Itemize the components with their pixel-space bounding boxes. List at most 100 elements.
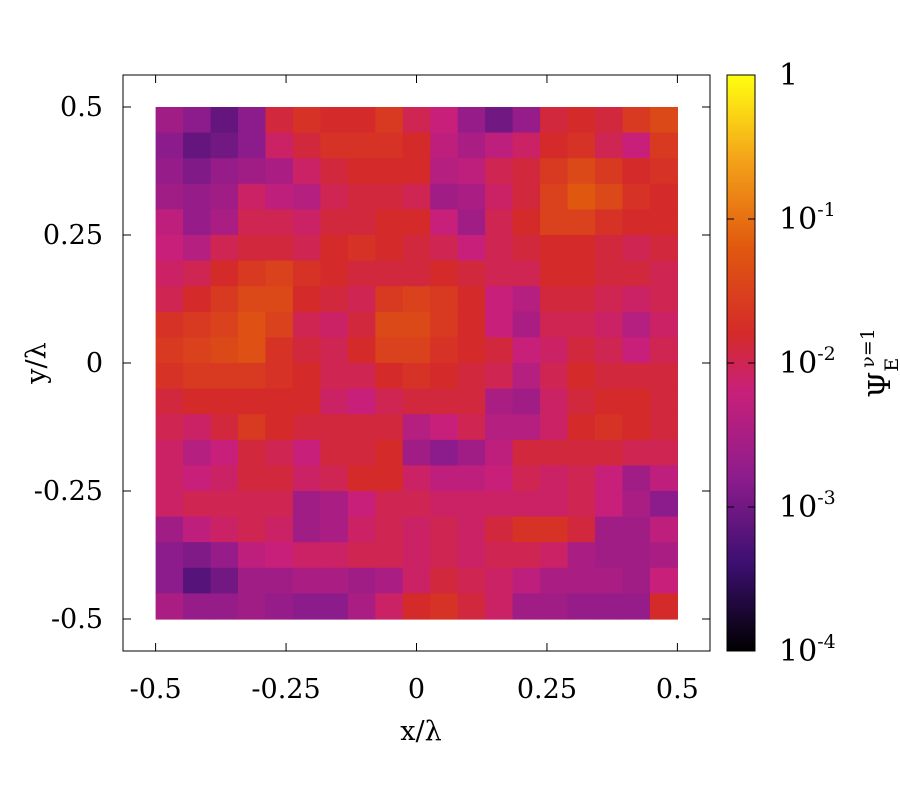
heatmap-cell [457, 516, 486, 543]
heatmap-cell [540, 567, 569, 594]
heatmap-cell [183, 439, 212, 466]
heatmap-cell [375, 388, 404, 415]
heatmap-cell [402, 183, 431, 210]
heatmap-cell [402, 593, 431, 620]
heatmap-cell [649, 132, 678, 159]
heatmap-cell [430, 132, 459, 159]
heatmap-cell [540, 260, 569, 287]
heatmap-cell [402, 439, 431, 466]
heatmap-cell [320, 516, 349, 543]
heatmap-cell [485, 414, 514, 441]
heatmap-cell [540, 465, 569, 492]
heatmap-cell [292, 414, 321, 441]
heatmap-cell [265, 337, 294, 364]
heatmap-cell [457, 311, 486, 338]
x-tick-label: 0.5 [656, 674, 699, 705]
heatmap-cell [292, 542, 321, 569]
heatmap-cell [622, 388, 651, 415]
colorbar-label: ΨEν=1 [857, 328, 900, 398]
heatmap-cell [540, 439, 569, 466]
heatmap-cell [238, 439, 267, 466]
heatmap-cell [375, 286, 404, 313]
heatmap-cell [183, 491, 212, 518]
heatmap-cell [457, 260, 486, 287]
colorbar-tick-label: 1 [779, 58, 798, 93]
heatmap-cell [430, 542, 459, 569]
heatmap-cell [183, 183, 212, 210]
heatmap-cell [292, 132, 321, 159]
heatmap-cell [567, 593, 596, 620]
heatmap-cell [210, 107, 239, 134]
heatmap-cell [292, 516, 321, 543]
heatmap-cell [512, 439, 541, 466]
heatmap-cell [155, 414, 184, 441]
heatmap-cell [402, 337, 431, 364]
heatmap-cell [292, 286, 321, 313]
heatmap-cell [320, 158, 349, 185]
heatmap-cell [595, 414, 624, 441]
heatmap-cell [375, 311, 404, 338]
heatmap-cell [649, 388, 678, 415]
heatmap-cell [155, 439, 184, 466]
heatmap-cell [402, 260, 431, 287]
heatmap-cell [622, 516, 651, 543]
heatmap-cell [238, 311, 267, 338]
heatmap-cell [457, 158, 486, 185]
heatmap-cell [430, 439, 459, 466]
heatmap-cell [347, 491, 376, 518]
heatmap-cell [320, 465, 349, 492]
heatmap-cell [567, 286, 596, 313]
heatmap-cell [375, 158, 404, 185]
heatmap-cell [430, 593, 459, 620]
heatmap-cell [457, 235, 486, 262]
heatmap-cell [567, 132, 596, 159]
heatmap-cell [375, 260, 404, 287]
heatmap-cell [430, 363, 459, 390]
heatmap-cell [238, 593, 267, 620]
heatmap-cell [595, 516, 624, 543]
heatmap-cell [265, 132, 294, 159]
heatmap-cell [155, 593, 184, 620]
heatmap-cell [210, 337, 239, 364]
heatmap-cell [622, 363, 651, 390]
heatmap-cell [320, 235, 349, 262]
heatmap-cell [238, 516, 267, 543]
heatmap-cell [347, 235, 376, 262]
heatmap-cell [210, 439, 239, 466]
heatmap-cell [265, 107, 294, 134]
heatmap-cell [155, 132, 184, 159]
heatmap-cell [485, 388, 514, 415]
heatmap-cell [402, 542, 431, 569]
heatmap-cell [540, 388, 569, 415]
heatmap-cell [265, 516, 294, 543]
heatmap-cell [649, 593, 678, 620]
heatmap-cell [457, 183, 486, 210]
heatmap-cell [512, 491, 541, 518]
colorbar-ticks: 1 10-1 10-2 10-3 10-4 [727, 58, 836, 669]
heatmap-cell [347, 158, 376, 185]
heatmap-cell [265, 491, 294, 518]
heatmap-cell [402, 209, 431, 236]
heatmap-cell [430, 465, 459, 492]
y-tick-label: 0.5 [60, 92, 103, 123]
heatmap-cell [540, 593, 569, 620]
heatmap-cell [292, 183, 321, 210]
y-tick-label: 0 [86, 348, 103, 379]
heatmap-cell [402, 465, 431, 492]
heatmap-cell [595, 491, 624, 518]
heatmap-cell [595, 260, 624, 287]
heatmap-cell [512, 260, 541, 287]
heatmap-cells [155, 107, 678, 620]
heatmap-cell [457, 209, 486, 236]
heatmap-cell [155, 183, 184, 210]
heatmap-cell [347, 439, 376, 466]
heatmap-cell [238, 286, 267, 313]
heatmap-cell [183, 388, 212, 415]
heatmap-cell [567, 183, 596, 210]
heatmap-cell [238, 388, 267, 415]
heatmap-cell [238, 235, 267, 262]
heatmap-cell [183, 235, 212, 262]
heatmap-cell [292, 260, 321, 287]
x-tick-label: -0.5 [130, 674, 182, 705]
heatmap-cell [265, 260, 294, 287]
